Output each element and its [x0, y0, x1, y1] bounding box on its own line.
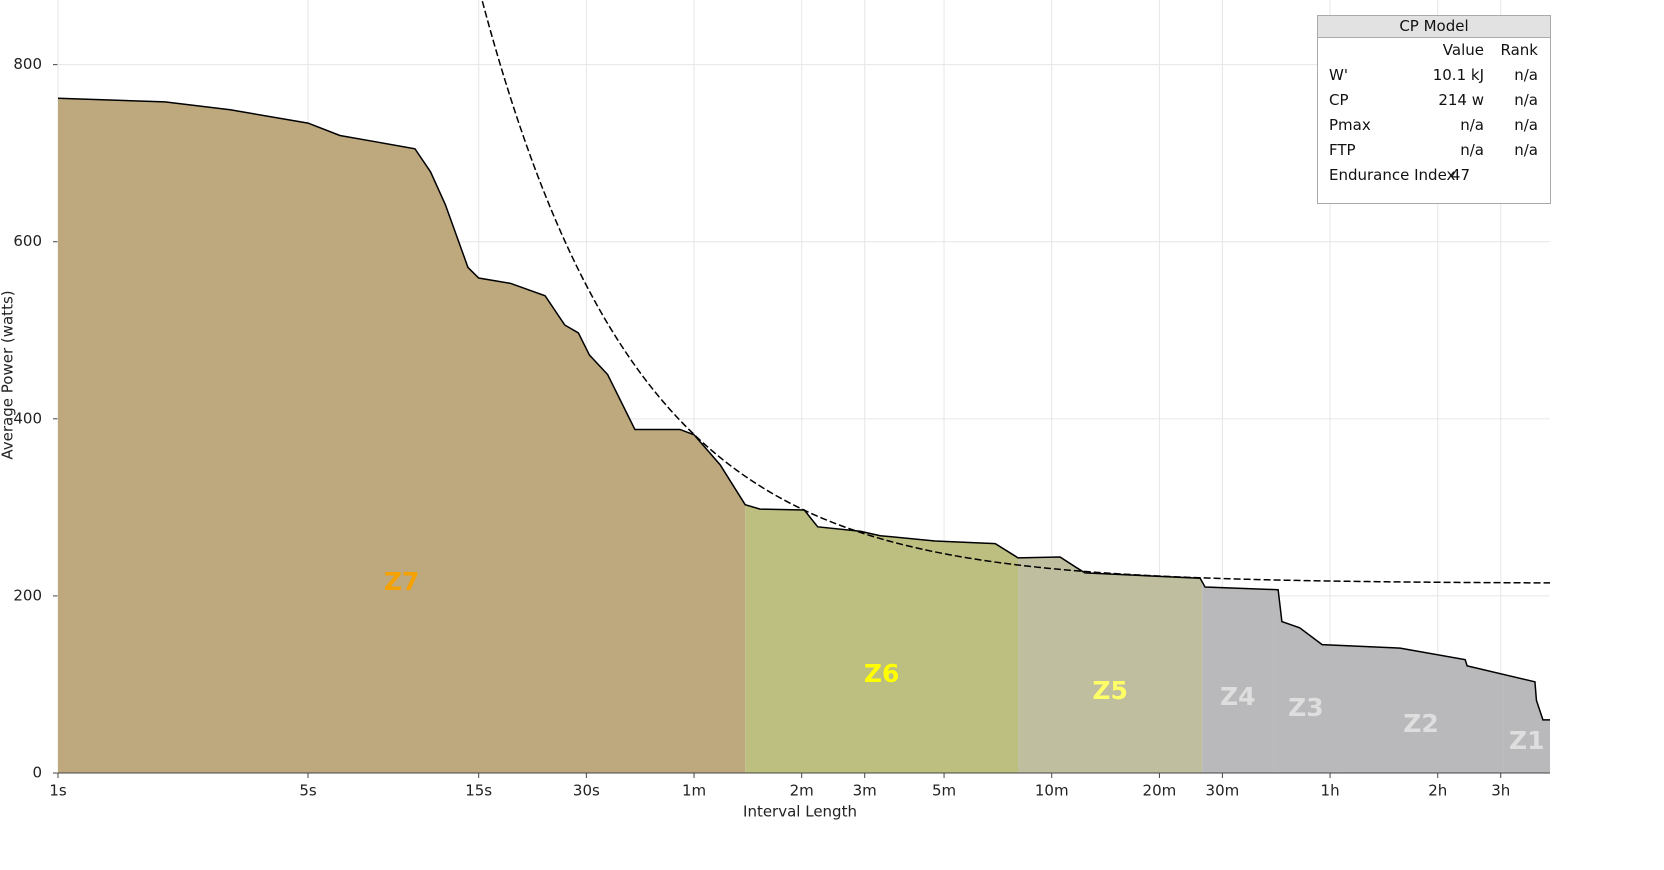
x-tick-label: 5m	[932, 782, 956, 800]
zone-label: Z7	[384, 567, 420, 596]
x-tick-label: 3m	[853, 782, 877, 800]
table-cell: W'	[1329, 66, 1348, 84]
x-tick-label: 10m	[1035, 782, 1069, 800]
column-header: Rank	[1500, 41, 1538, 59]
x-tick-label: 2m	[790, 782, 814, 800]
table-row: W' 10.1 kJ n/a	[1318, 63, 1550, 88]
table-cell: Pmax	[1329, 116, 1371, 134]
zone-band	[745, 98, 1019, 773]
table-cell: n/a	[1460, 116, 1484, 134]
zone-band	[1202, 98, 1274, 773]
zone-label: Z3	[1288, 693, 1324, 722]
table-row: CP 214 w n/a	[1318, 88, 1550, 113]
x-tick-label: 15s	[465, 782, 492, 800]
x-tick-label: 5s	[299, 782, 317, 800]
x-tick-label: 30m	[1206, 782, 1240, 800]
x-tick-label: 2h	[1428, 782, 1447, 800]
zone-label: Z5	[1092, 676, 1128, 705]
x-tick-label: 1s	[49, 782, 67, 800]
y-tick-label: 400	[13, 409, 42, 427]
table-cell: Endurance Index	[1329, 166, 1456, 184]
table-header: Value Rank	[1318, 38, 1550, 63]
table-cell: n/a	[1514, 141, 1538, 159]
x-tick-label: 20m	[1143, 782, 1177, 800]
power-curve	[57, 97, 1550, 721]
table-cell: 47	[1450, 166, 1470, 184]
x-tick-label: 30s	[573, 782, 600, 800]
cp-model-curve	[481, 0, 1550, 584]
zone-label: Z2	[1403, 709, 1439, 738]
x-tick-label: 1h	[1321, 782, 1340, 800]
y-axis-title: Average Power (watts)	[0, 290, 17, 459]
table-title: CP Model	[1318, 16, 1550, 38]
y-tick-label: 800	[13, 55, 42, 73]
table-cell: FTP	[1329, 141, 1356, 159]
table-cell: n/a	[1514, 91, 1538, 109]
table-cell: 214 w	[1438, 91, 1484, 109]
x-tick-label: 3h	[1491, 782, 1510, 800]
table-row: FTP n/a n/a	[1318, 138, 1550, 163]
cp-model-table: CP Model Value Rank W' 10.1 kJ n/a CP 214 w n/…	[1317, 15, 1551, 204]
table-cell: n/a	[1514, 116, 1538, 134]
table-cell: CP	[1329, 91, 1349, 109]
y-tick-label: 600	[13, 232, 42, 250]
y-tick-label: 0	[32, 764, 42, 782]
table-cell: 10.1 kJ	[1432, 66, 1484, 84]
x-axis-title: Interval Length	[743, 803, 857, 821]
zone-label: Z4	[1220, 682, 1256, 711]
table-cell: n/a	[1460, 141, 1484, 159]
zone-label: Z1	[1509, 726, 1545, 755]
zone-label: Z6	[864, 659, 900, 688]
y-tick-label: 200	[13, 586, 42, 604]
zone-band	[58, 98, 746, 773]
table-row: Pmax n/a n/a	[1318, 113, 1550, 138]
zone-band	[1018, 98, 1203, 773]
table-row: Endurance Index 47	[1318, 163, 1550, 188]
column-header: Value	[1442, 41, 1484, 59]
x-tick-label: 1m	[682, 782, 706, 800]
table-cell: n/a	[1514, 66, 1538, 84]
